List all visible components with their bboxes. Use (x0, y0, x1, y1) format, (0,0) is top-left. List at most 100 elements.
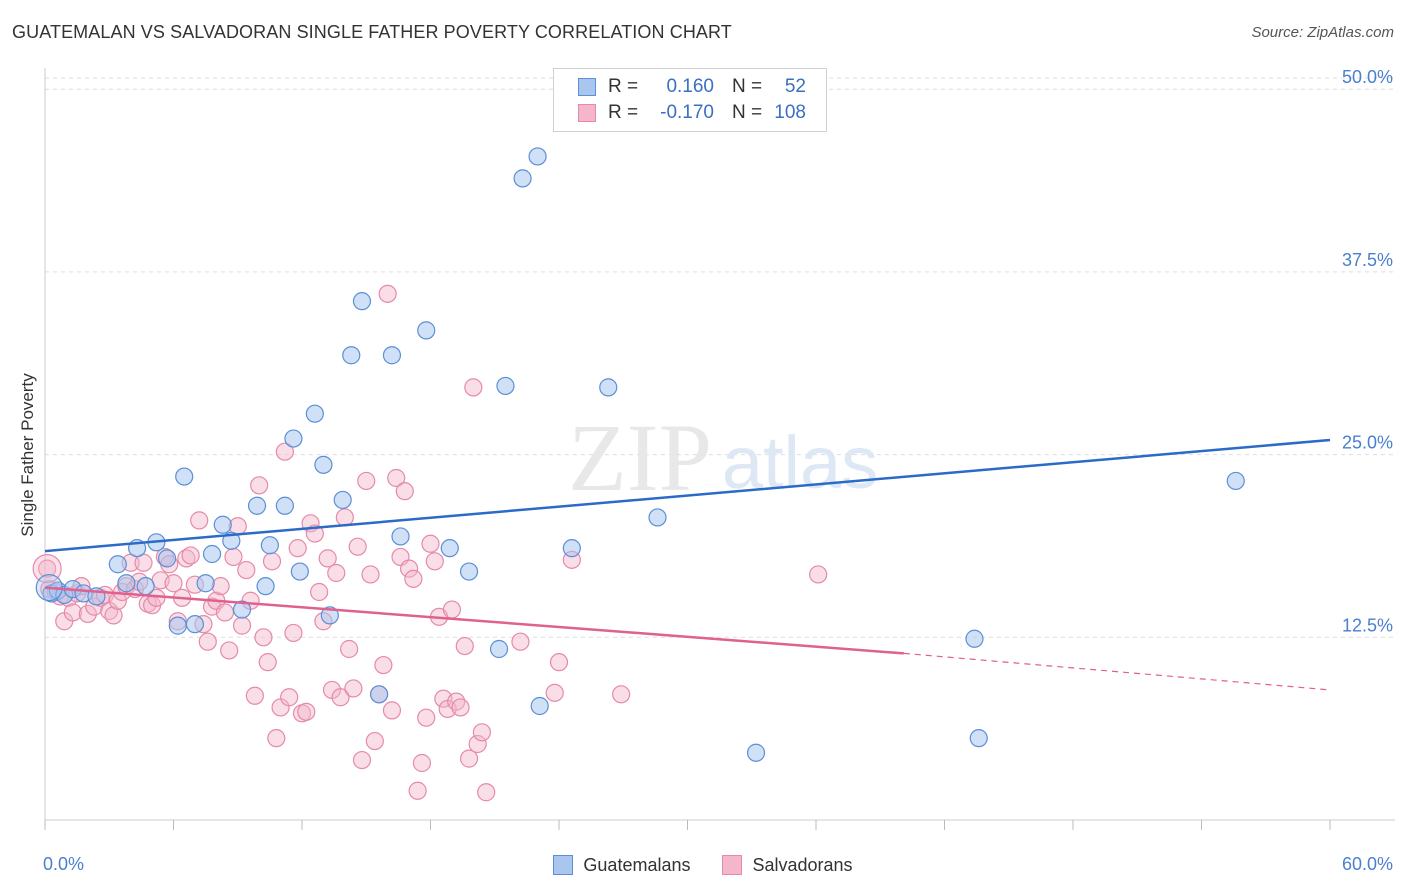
guatemalans-point (382, 346, 402, 365)
guatemalans-point (175, 467, 194, 486)
salvadorans-point (190, 511, 209, 530)
salvadorans-point (421, 534, 440, 553)
guatemalans-point (530, 696, 549, 716)
salvadorans-point (232, 616, 252, 635)
legend-r-label: R = (608, 102, 639, 123)
salvadorans-point (472, 723, 491, 742)
salvadorans-point (237, 560, 256, 580)
salvadorans-point (348, 537, 367, 556)
guatemalans-point (196, 574, 215, 593)
guatemalans-point (213, 515, 232, 534)
salvadorans-point (378, 284, 397, 303)
guatemalans-point (260, 536, 279, 555)
guatemalans-point (965, 629, 984, 648)
guatemalans-point (342, 346, 361, 365)
series-legend: Guatemalans Salvadorans (0, 852, 1406, 878)
salvadorans-point (245, 686, 264, 705)
salvadorans-point (399, 559, 419, 578)
legend-item-guatemalans[interactable]: Guatemalans (553, 855, 690, 876)
correlation-legend: R = 0.160 N = 52 R = -0.170 N = 108 (553, 68, 827, 132)
salvadorans-point (250, 476, 269, 495)
guatemalans-point (314, 455, 333, 474)
salvadorans-trend-extension (903, 652, 1331, 691)
salvadorans-point (417, 708, 436, 727)
gridlines (45, 77, 1395, 638)
legend-r-label: R = (608, 76, 639, 97)
salvadorans-point (382, 701, 402, 720)
salvadorans-point (344, 679, 363, 698)
salvadorans-point (477, 783, 496, 802)
guatemalans-point (599, 378, 618, 397)
legend-r-value-guatemalans: 0.160 (666, 76, 714, 97)
guatemalans-point (648, 508, 667, 527)
guatemalans-point (746, 743, 766, 762)
salvadorans-point (224, 547, 243, 567)
watermark: ZIP atlas (568, 404, 878, 511)
guatemalans-point (370, 685, 389, 704)
guatemalans-point (440, 539, 459, 558)
legend-item-salvadorans[interactable]: Salvadorans (722, 854, 853, 876)
salvadorans-point (164, 574, 183, 593)
legend-swatch-guatemalans (553, 855, 574, 875)
y-tick-labels: 12.5% 25.0% 37.5% 50.0% (1342, 67, 1393, 635)
legend-label-salvadorans: Salvadorans (752, 854, 853, 875)
guatemalans-point (232, 600, 252, 619)
y-tick-label: 12.5% (1342, 615, 1393, 635)
guatemalans-point (459, 562, 479, 581)
salvadorans-point (262, 552, 282, 571)
guatemalans-point (117, 574, 136, 593)
legend-swatch-guatemalans (578, 78, 596, 96)
salvadorans-point (357, 471, 376, 491)
y-tick-label: 50.0% (1342, 67, 1393, 87)
legend-n-value-guatemalans: 52 (784, 76, 806, 97)
salvadorans-point (374, 655, 393, 675)
legend-r-value-salvadorans: -0.170 (660, 102, 714, 123)
salvadorans-point (352, 750, 372, 770)
salvadorans-point (275, 442, 294, 461)
salvadorans-point (288, 539, 307, 558)
legend-label-guatemalans: Guatemalans (583, 854, 691, 875)
salvadorans-point (38, 559, 57, 578)
guatemalans-trend-line (44, 438, 1331, 553)
salvadorans-point (310, 582, 329, 602)
salvadorans-point (318, 549, 337, 568)
salvadorans-point (280, 688, 299, 707)
salvadorans-point (459, 749, 479, 768)
salvadorans-point (468, 734, 487, 754)
source-credit: Source: ZipAtlas.com (1251, 24, 1394, 41)
salvadorans-point (442, 600, 462, 619)
salvadorans-point (258, 653, 277, 672)
salvadorans-point (455, 636, 474, 656)
guatemalans-point (352, 292, 372, 311)
guatemalans-point (1226, 471, 1245, 491)
guatemalans-point (222, 531, 241, 550)
salvadorans-point (549, 653, 569, 672)
salvadorans-point (361, 565, 380, 584)
guatemalans-point (247, 496, 267, 515)
guatemalans-point (528, 147, 547, 166)
salvadorans-point (63, 603, 82, 622)
salvadorans-point (220, 641, 239, 660)
salvadorans-point (809, 565, 828, 584)
guatemalans-point (275, 496, 294, 515)
x-tick-labels: 0.0% 60.0% (43, 854, 1393, 874)
salvadorans-point (404, 569, 423, 588)
chart-title: GUATEMALAN VS SALVADORAN SINGLE FATHER P… (12, 22, 732, 42)
salvadorans-point (395, 482, 414, 501)
trend-lines (44, 438, 1331, 691)
salvadorans-point (451, 698, 470, 717)
legend-row-salvadorans: R = -0.170 N = 108 (578, 100, 806, 126)
legend-row-guatemalans: R = 0.160 N = 52 (578, 74, 806, 100)
guatemalans-point (391, 527, 410, 546)
salvadorans-point (340, 639, 359, 659)
guatemalans-point (168, 616, 187, 635)
salvadorans-point (408, 781, 427, 800)
guatemalans-point (320, 606, 339, 625)
guatemalans-points (35, 147, 1245, 762)
guatemalans-point (185, 615, 205, 634)
guatemalans-point (136, 577, 155, 596)
guatemalans-point (284, 429, 303, 448)
guatemalans-point (256, 577, 275, 596)
guatemalans-point (108, 555, 127, 574)
guatemalans-point (333, 490, 352, 510)
